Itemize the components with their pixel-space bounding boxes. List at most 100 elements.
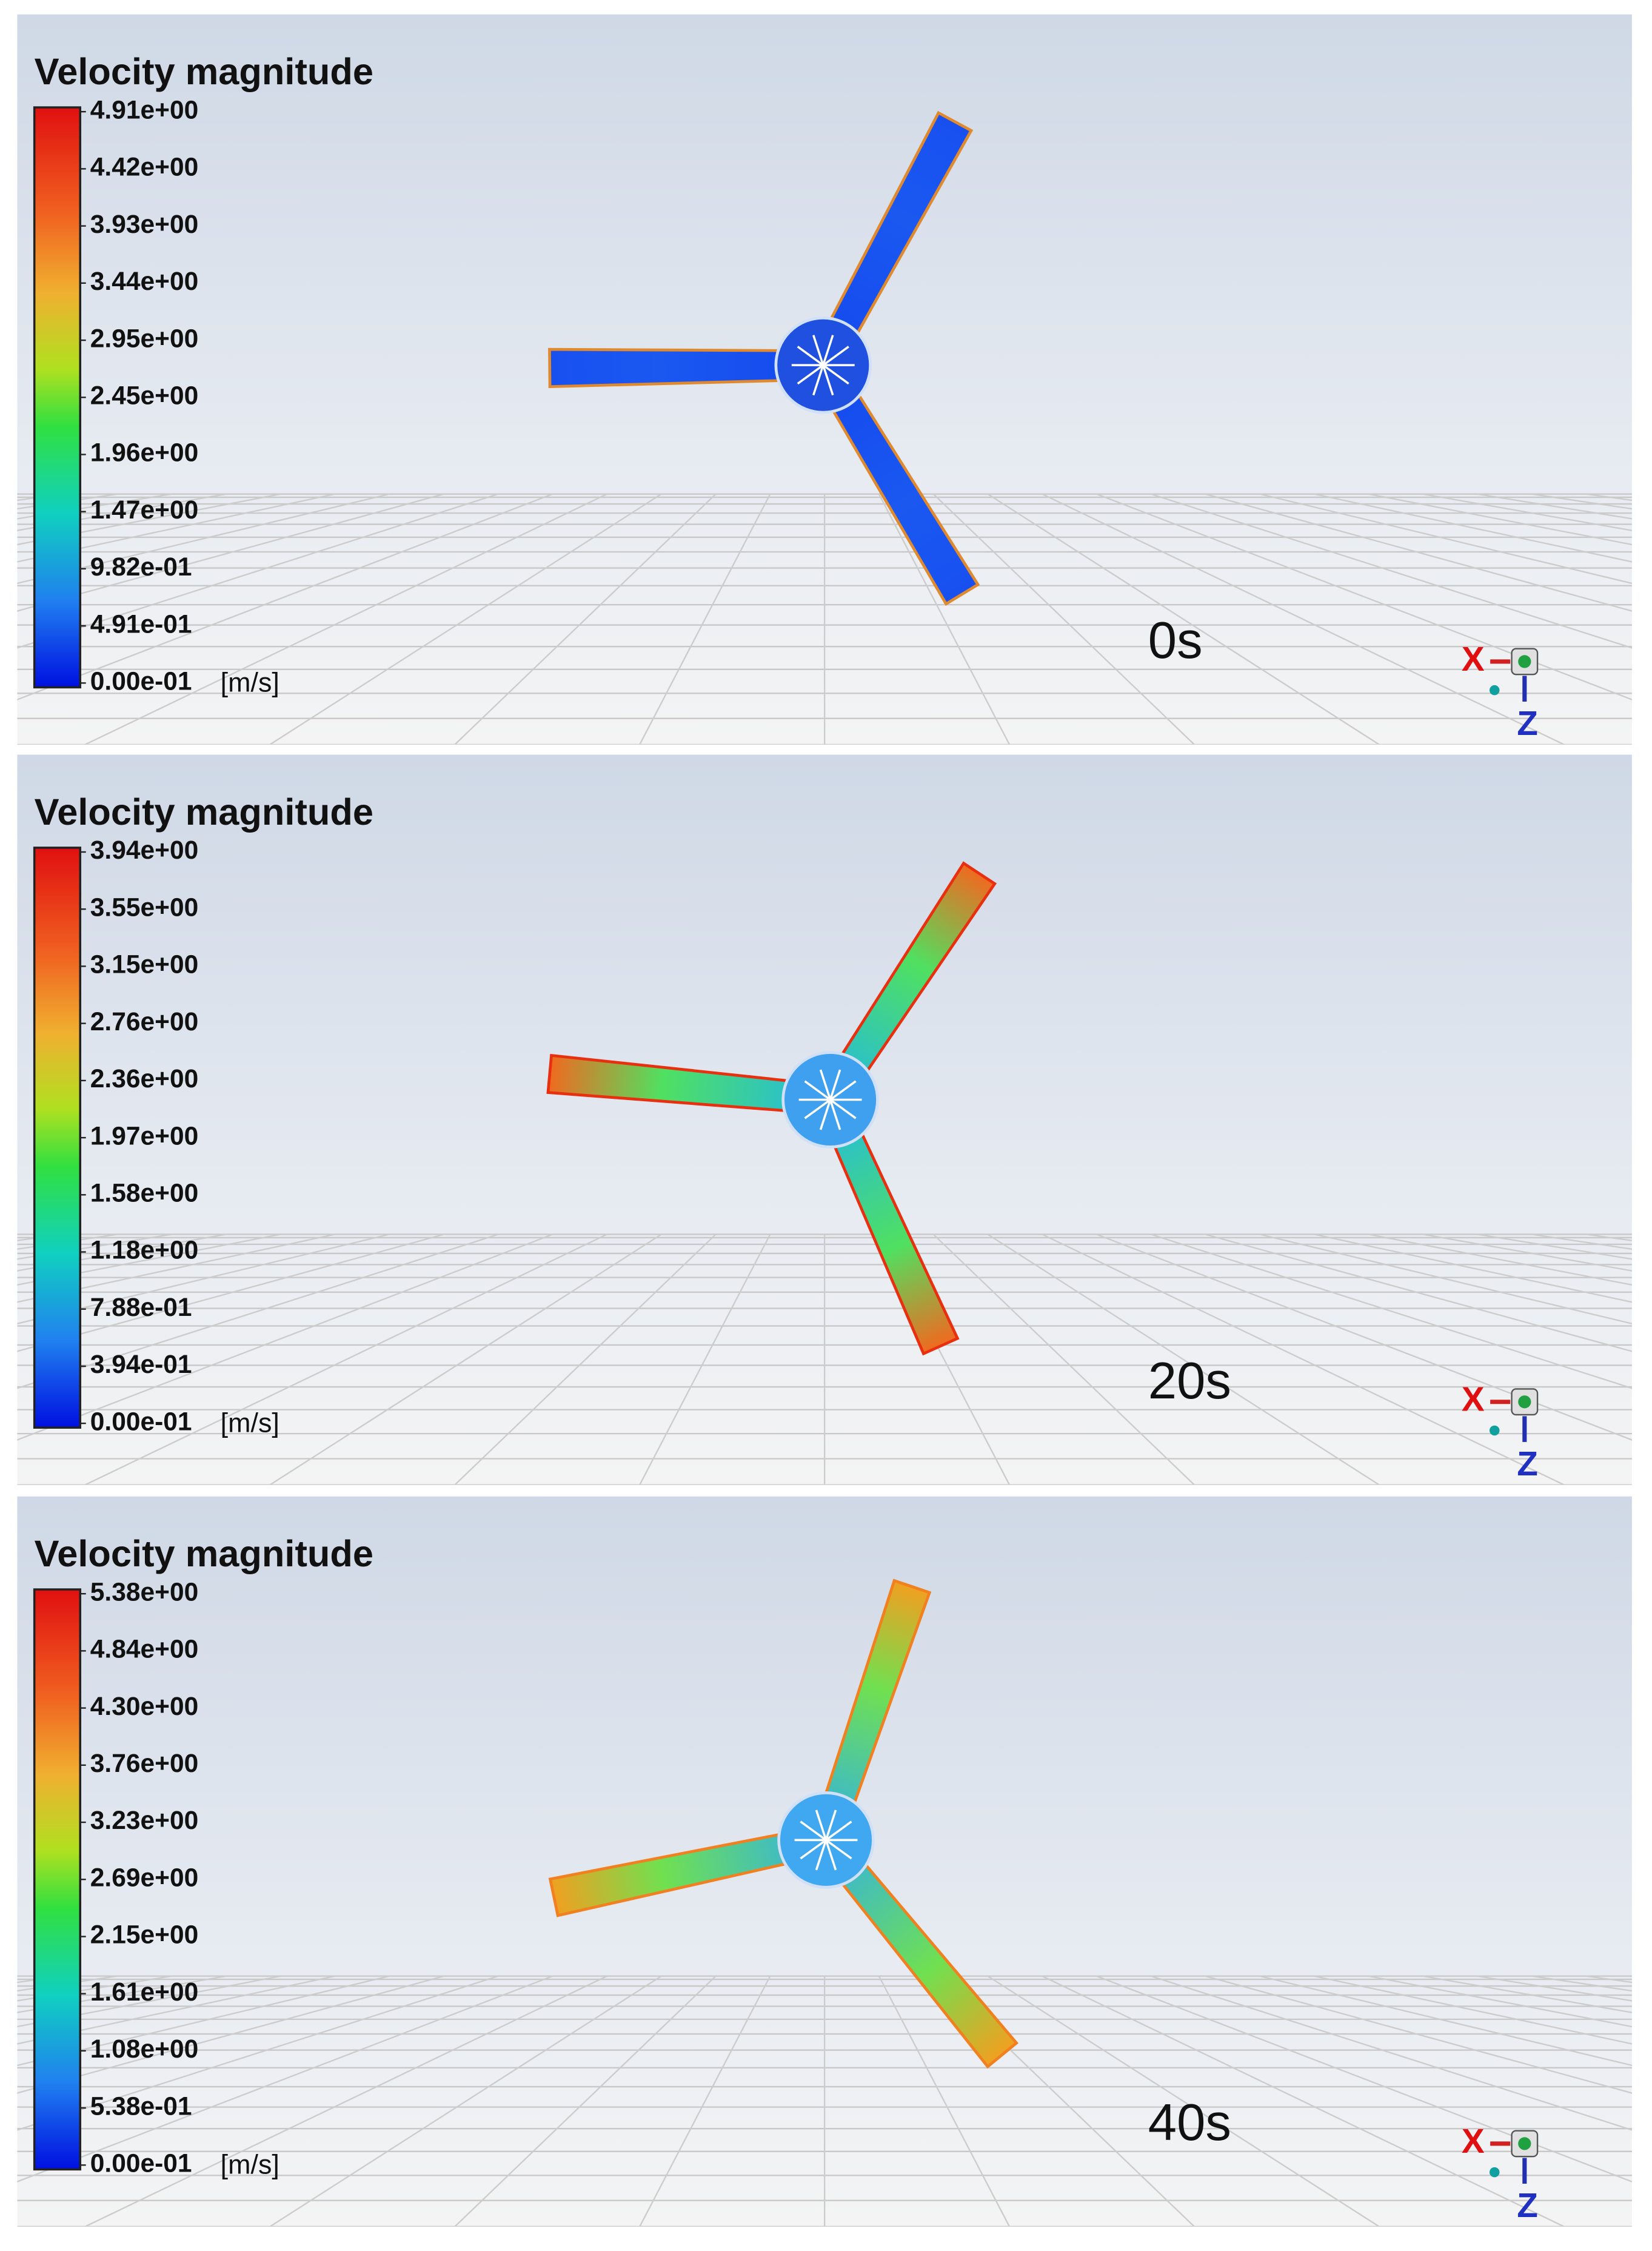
hub-streak [797, 364, 824, 385]
floor-grid-line [1151, 493, 1632, 649]
legend-label: 3.93e+00 [90, 210, 198, 239]
floor-grid-line [638, 1233, 771, 1485]
hub-streak [824, 1810, 837, 1840]
hub-streak [829, 1099, 857, 1119]
floor-grid-line [1096, 1975, 1632, 2182]
floor-grid-line [638, 1976, 771, 2227]
legend-label: 1.96e+00 [90, 439, 198, 468]
hub-streak [825, 1820, 852, 1841]
floor-grid-line [17, 1975, 335, 2045]
floor-grid-line [1640, 1976, 1652, 2251]
floor-grid-line [17, 493, 390, 585]
floor-grid-line [987, 493, 1381, 745]
hub-streak [812, 364, 824, 396]
colorbar [33, 847, 82, 1429]
legend-unit: [m/s] [221, 667, 279, 698]
floor-grid-line [1205, 1233, 1632, 1352]
floor-grid-line [83, 1233, 607, 1485]
floor-grid-line [1259, 1233, 1632, 1324]
legend-label: 1.18e+00 [90, 1236, 198, 1265]
floor-grid-line [17, 493, 335, 563]
legend-label: 5.38e+00 [90, 1578, 198, 1606]
hub-streak [829, 1099, 841, 1130]
panel-content [17, 14, 1652, 802]
legend-label: 5.38e-01 [90, 2092, 192, 2121]
hub-streak [822, 364, 849, 385]
floor-grid-line [17, 1975, 444, 2094]
axis-x-label: X [1462, 1381, 1485, 1419]
axis-z-label: Z [1517, 2187, 1538, 2225]
legend-label: 3.55e+00 [90, 893, 198, 922]
hub-streak [815, 1839, 828, 1871]
floor-grid-line [1151, 1975, 1632, 2131]
floor-grid-line [987, 1233, 1381, 1485]
legend-label: 4.30e+00 [90, 1692, 198, 1721]
legend-label: 3.76e+00 [90, 1749, 198, 1778]
legend-label: 2.45e+00 [90, 382, 198, 411]
floor-grid-line [1205, 493, 1632, 612]
legend-label: 3.44e+00 [90, 267, 198, 296]
floor-grid-line [83, 1975, 607, 2227]
floor-grid-line [17, 1233, 553, 1441]
legend-label: 2.76e+00 [90, 1008, 198, 1036]
floor-grid-line [932, 1233, 1196, 1485]
floor-grid-line [638, 494, 771, 745]
legend-title: Velocity magnitude [35, 791, 373, 833]
floor-grid-line [268, 1233, 662, 1485]
hub-streak [819, 1099, 832, 1130]
triad-y-dot [1489, 1425, 1500, 1436]
hub-streak [815, 1810, 828, 1840]
floor-grid-line [1096, 493, 1632, 700]
floor-grid-line [932, 493, 1196, 745]
legend-unit: [m/s] [221, 2149, 279, 2180]
hub-streak [800, 1839, 827, 1860]
legend-label: 4.91e-01 [90, 610, 192, 639]
legend-label: 0.00e-01 [90, 1407, 192, 1436]
hub-streak [822, 346, 849, 366]
viewport-panel: Velocity magnitude 3.94e+00 3.55e+00 3.15e+… [17, 754, 1632, 1485]
axis-x-label: X [1462, 2122, 1485, 2161]
legend-label: 2.36e+00 [90, 1065, 198, 1093]
floor-grid-line [17, 1233, 499, 1389]
legend-label: 1.61e+00 [90, 1978, 198, 2007]
legend-unit: [m/s] [221, 1407, 279, 1438]
floor-grid-line [1042, 493, 1566, 745]
hub-streak [829, 1080, 857, 1101]
legend-label: 4.91e+00 [90, 96, 198, 124]
hub-streak [829, 1069, 841, 1101]
floor-grid-line [1151, 1233, 1632, 1389]
floor-grid-line [987, 1975, 1381, 2227]
time-label: 20s [1148, 1352, 1231, 1410]
floor-grid-line [17, 1233, 390, 1324]
legend-label: 1.08e+00 [90, 2035, 198, 2064]
legend-label: 0.00e-01 [90, 2150, 192, 2178]
floor-grid-line [453, 493, 717, 745]
legend-label: 1.97e+00 [90, 1122, 198, 1150]
legend-title: Velocity magnitude [35, 51, 373, 93]
floor-grid-line [17, 1975, 499, 2131]
legend-label: 3.94e+00 [90, 836, 198, 865]
floor-grid-line [1205, 1975, 1632, 2094]
floor-grid-line [878, 494, 1011, 745]
floor-grid-line [0, 1976, 8, 2251]
legend-label: 2.15e+00 [90, 1921, 198, 1950]
floor-grid-line [1314, 1233, 1632, 1303]
floor-grid-line [1640, 494, 1652, 802]
viewport-panel: Velocity magnitude 5.38e+00 4.84e+00 4.30e+… [0, 1496, 1652, 2251]
hub-streak [804, 1099, 831, 1119]
axis-x-label: X [1462, 640, 1485, 679]
axis-z-label: Z [1517, 1445, 1538, 1483]
hub-streak [825, 1839, 852, 1860]
floor-grid-line [17, 1975, 553, 2182]
legend-label: 7.88e-01 [90, 1293, 192, 1322]
floor-grid-line [1259, 493, 1632, 585]
time-label: 0s [1148, 612, 1203, 669]
hub-streak [812, 335, 824, 366]
hub-streak [804, 1080, 831, 1101]
panel-content [17, 754, 1632, 1485]
floor-grid-line [1314, 493, 1632, 563]
floor-grid-line [1096, 1233, 1632, 1441]
legend-label: 1.47e+00 [90, 496, 198, 525]
